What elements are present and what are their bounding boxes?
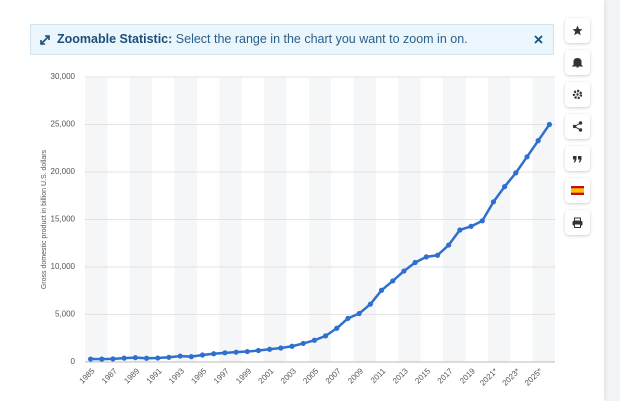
y-axis-label: Gross domestic product in billion U.S. d… [41,149,48,289]
point [110,356,116,362]
x-tick-label: 2025* [523,367,544,388]
point [423,254,429,260]
point [513,170,519,176]
point [233,349,239,355]
x-tick-label: 1989 [122,366,141,385]
close-button[interactable] [534,35,543,44]
point [222,350,228,356]
point [278,345,284,351]
card: Zoomable Statistic: Select the range in … [0,0,604,401]
x-tick-label: 2009 [346,366,365,385]
point [535,138,541,144]
sidebar [565,18,590,242]
x-tick-label: 2001 [257,366,276,385]
point [143,355,150,361]
point [289,343,295,349]
point [490,199,497,205]
y-tick-label: 5,000 [55,310,76,319]
point [345,315,351,321]
point [188,354,194,360]
settings-button[interactable] [565,82,590,107]
point [479,218,485,224]
x-tick-label: 2003 [279,366,298,385]
point [244,348,250,355]
favorite-button[interactable] [565,18,590,43]
x-tick-label: 1991 [145,366,164,385]
chart: 0 5,000 10,000 15,000 20,000 25,000 30,000 Gros… [41,72,555,388]
x-tick-label: 1995 [189,366,208,385]
x-tick-label: 2007 [324,366,343,385]
point [334,325,340,331]
point [502,184,508,190]
share-button[interactable] [565,114,590,139]
point [155,355,161,361]
x-tick-label: 2011 [369,366,388,385]
x-tick-label: 2019 [458,366,477,385]
point [322,333,329,339]
x-tick-label: 2015 [413,366,432,385]
point [401,268,407,274]
cite-button[interactable] [565,146,590,171]
point [546,121,553,128]
x-tick-label: 1993 [167,366,186,385]
x-tick-label: 2017 [436,366,455,385]
point [121,355,127,361]
point [446,242,452,248]
y-tick-label: 10,000 [51,262,76,271]
point [356,310,362,317]
point [468,223,474,229]
y-tick-label: 25,000 [51,120,76,129]
point [211,351,217,357]
point [390,278,396,284]
x-tick-label: 2013 [391,366,410,385]
point [300,340,306,347]
banner-text: Select the range in the chart you want t… [175,32,468,46]
point [267,346,273,352]
point [199,352,206,358]
point [524,154,530,160]
x-tick-label: 1999 [234,366,253,385]
x-tick-label: 2005 [301,366,320,385]
print-button[interactable] [565,210,590,235]
y-tick-label: 15,000 [51,215,76,224]
zoom-icon [40,35,50,45]
point [132,355,138,361]
point [255,347,262,354]
alert-button[interactable] [565,50,590,75]
x-tick-label: 2021* [478,367,499,388]
zoom-banner: Zoomable Statistic: Select the range in … [30,24,554,55]
point [177,353,183,359]
point [87,356,94,362]
y-tick-label: 20,000 [51,167,76,176]
x-tick-label: 1985 [78,366,97,385]
language-button[interactable] [565,178,590,203]
point [434,252,441,258]
y-tick-label: 0 [71,357,76,366]
point [99,356,105,362]
y-tick-label: 30,000 [51,72,76,81]
point [367,301,373,307]
x-tick-label: 1987 [100,366,119,385]
point [457,227,463,233]
point [311,337,318,343]
point [166,354,172,360]
point [412,259,418,266]
point [378,287,385,293]
x-tick-label: 2023* [501,367,522,388]
banner-title: Zoomable Statistic: [57,32,173,46]
x-tick-label: 1997 [212,366,231,385]
